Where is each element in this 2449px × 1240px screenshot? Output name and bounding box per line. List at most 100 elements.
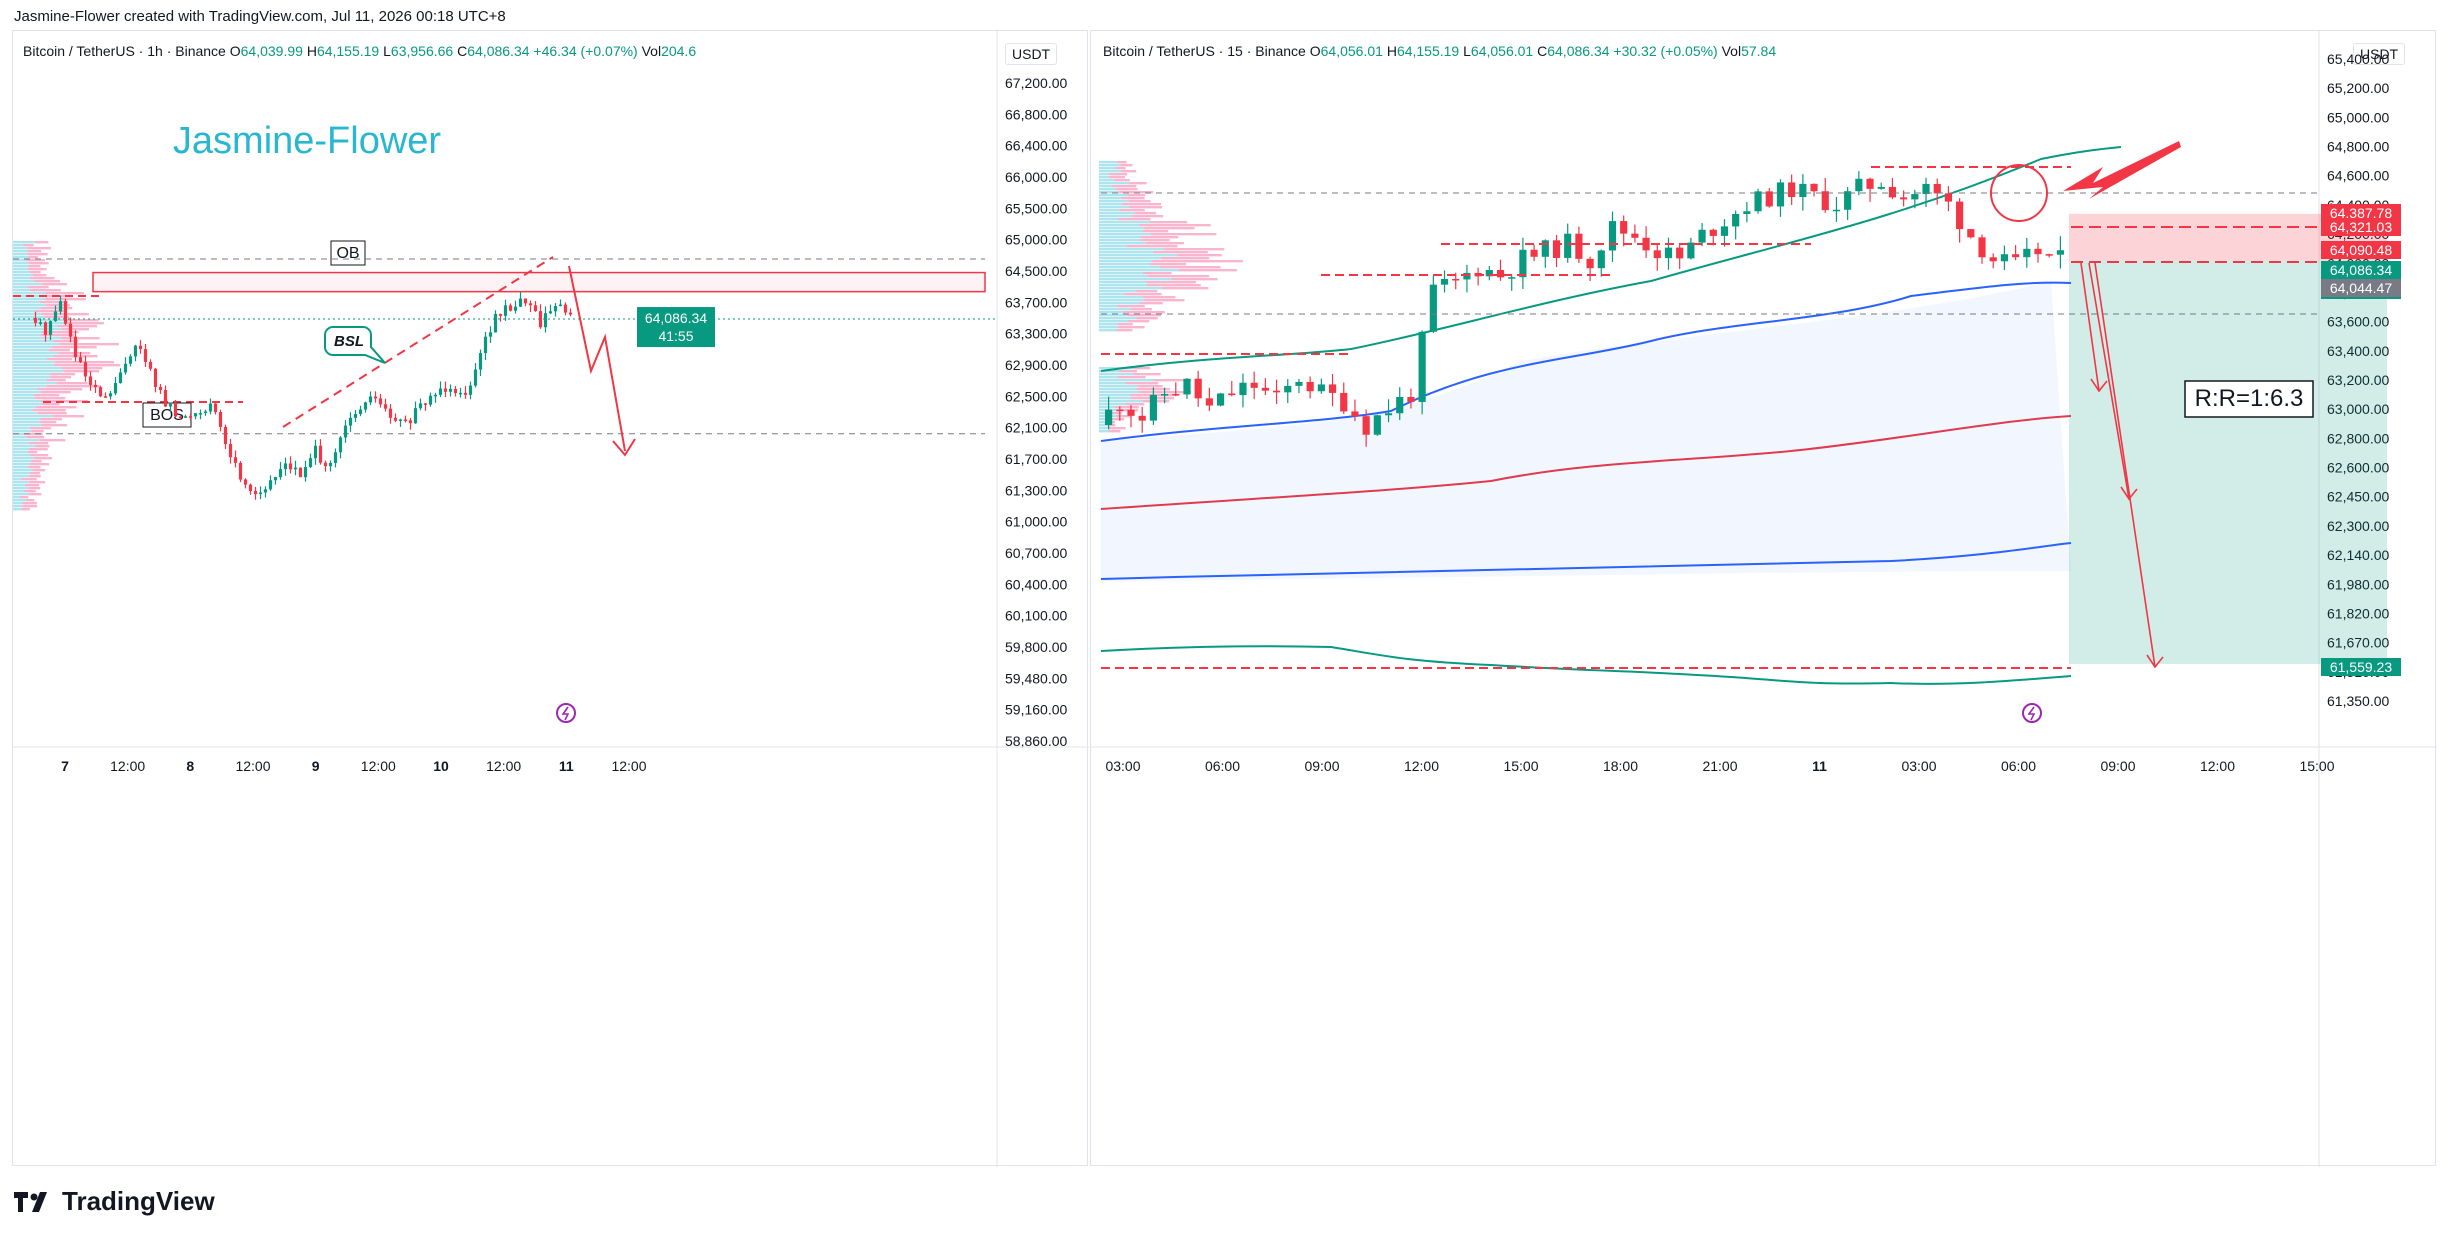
left-candle-body	[78, 357, 83, 363]
right-upper-volume-profile-buy	[1099, 215, 1132, 218]
left-x-tick-label: 9	[312, 758, 320, 774]
left-candle-body	[333, 452, 338, 463]
left-volume-profile-sell	[28, 493, 42, 496]
left-vol-value: 204.6	[661, 43, 697, 59]
left-chart-svg[interactable]: 67,200.00 66,800.00 66,400.00 66,000.00 65,5…	[13, 31, 1089, 1167]
left-candle-body	[253, 491, 258, 495]
left-y-tick-label: 59,800.00	[1005, 639, 1067, 655]
right-x-tick-label: 06:00	[2001, 758, 2036, 774]
left-candle-body	[343, 425, 348, 438]
left-volume-profile-buy	[13, 499, 27, 502]
right-chart-panel[interactable]: Bitcoin / TetherUS · 15 · Binance O64,05…	[1090, 30, 2437, 1167]
right-upper-volume-profile-buy	[1099, 170, 1122, 173]
left-projection-arrowhead	[612, 438, 636, 457]
left-volume-profile-buy	[13, 445, 36, 448]
left-volume-profile-sell	[27, 268, 47, 271]
left-candle-body	[568, 312, 573, 315]
left-change: +46.34 (+0.07%)	[533, 43, 638, 59]
right-candle-body	[1295, 381, 1303, 386]
right-lower-volume-profile-sell	[1125, 382, 1159, 385]
tradingview-logo[interactable]: TradingView	[14, 1186, 215, 1217]
left-candle-body	[478, 353, 483, 370]
left-candle-body	[33, 318, 38, 323]
right-upper-volume-profile-sell	[1139, 239, 1170, 242]
right-x-tick-label: 12:00	[1404, 758, 1439, 774]
right-upper-volume-profile-buy	[1099, 230, 1143, 233]
right-upper-volume-profile-sell	[1117, 323, 1133, 326]
right-upper-volume-profile-buy	[1099, 200, 1129, 203]
right-candle-body	[1362, 416, 1370, 435]
left-volume-profile-sell	[26, 499, 35, 502]
right-y-tick-label: 65,400.00	[2327, 51, 2389, 67]
right-lower-volume-profile-sell	[1132, 367, 1151, 370]
right-lower-volume-profile-buy	[1099, 379, 1154, 382]
left-volume-profile-buy	[13, 496, 20, 499]
right-currency-caption[interactable]: USDT	[2353, 43, 2406, 65]
left-candle-body	[113, 383, 118, 394]
left-candle-body	[403, 419, 408, 421]
left-volume-profile-buy	[13, 385, 47, 388]
left-volume-profile-sell	[29, 448, 48, 451]
right-candle-body	[1933, 183, 1941, 194]
right-upper-volume-profile-buy	[1099, 311, 1123, 314]
left-volume-profile-buy	[13, 250, 28, 253]
right-upper-volume-profile-sell	[1128, 200, 1151, 203]
left-volume-profile-buy	[13, 472, 30, 475]
right-chart-svg[interactable]: 65,400.00 65,200.00 65,000.00 64,800.00 64,6…	[1091, 31, 2437, 1167]
left-x-tick-label: 12:00	[361, 758, 396, 774]
left-volume-profile-sell	[25, 259, 46, 262]
left-volume-profile-buy	[13, 289, 31, 292]
left-candle-body	[103, 396, 108, 398]
right-upper-volume-profile-buy	[1099, 233, 1151, 236]
right-price-tag	[2321, 218, 2401, 236]
right-upper-volume-profile-buy	[1099, 320, 1128, 323]
right-candle-body	[1127, 409, 1135, 416]
left-volume-profile-buy	[13, 340, 54, 343]
left-volume-profile-sell	[53, 364, 121, 367]
left-volume-profile-sell	[64, 370, 99, 373]
left-x-tick-label: 12:00	[486, 758, 521, 774]
left-y-tick-label: 62,900.00	[1005, 357, 1067, 373]
left-volume-profile-buy	[13, 382, 57, 385]
left-candle-body	[88, 376, 93, 385]
left-volume-profile-sell	[28, 466, 41, 469]
left-volume-profile-sell	[29, 271, 41, 274]
left-volume-profile-sell	[29, 481, 46, 484]
left-chart-panel[interactable]: Bitcoin / TetherUS · 1h · Binance O64,03…	[12, 30, 1089, 1167]
right-red-band	[1100, 415, 2072, 510]
left-bsl-callout	[324, 326, 386, 364]
right-candle-body	[1608, 221, 1617, 251]
left-candle-body	[108, 393, 113, 397]
right-lower-volume-profile-sell	[1108, 427, 1126, 430]
right-upper-volume-profile-sell	[1152, 260, 1243, 263]
right-upper-volume-profile-sell	[1161, 287, 1209, 290]
left-currency-caption[interactable]: USDT	[1005, 43, 1058, 65]
left-volume-profile-sell	[28, 262, 49, 265]
right-projection-arrowhead	[2120, 486, 2138, 501]
right-x-tick-label: 15:00	[2299, 758, 2334, 774]
left-volume-profile-buy	[13, 451, 28, 454]
left-candle-body	[393, 417, 398, 421]
left-candle-body	[483, 336, 488, 354]
left-h-value: 64,155.19	[316, 43, 380, 59]
left-candle-body	[283, 463, 288, 470]
right-o-value: 64,056.01	[1320, 43, 1383, 59]
left-volume-profile-sell	[30, 454, 49, 457]
right-candle-body	[1911, 194, 1919, 200]
right-candle-body	[1519, 249, 1527, 278]
left-volume-profile-sell	[27, 253, 48, 256]
left-candle-body	[68, 323, 73, 337]
right-upper-volume-profile-sell	[1116, 161, 1127, 164]
right-upper-volume-profile-buy	[1099, 314, 1128, 317]
right-upper-volume-profile-sell	[1152, 251, 1208, 254]
left-candle-body	[193, 413, 198, 417]
left-candle-body	[313, 445, 318, 459]
right-upper-volume-profile-sell	[1128, 182, 1147, 185]
left-volume-profile-buy	[13, 478, 22, 481]
right-lower-volume-profile-sell	[1118, 370, 1138, 373]
right-candle-body	[1676, 247, 1684, 259]
left-x-tick-label: 10	[433, 758, 449, 774]
left-volume-profile-buy	[13, 271, 30, 274]
right-upper-volume-profile-sell	[1147, 275, 1210, 278]
left-volume-profile-sell	[41, 424, 67, 427]
